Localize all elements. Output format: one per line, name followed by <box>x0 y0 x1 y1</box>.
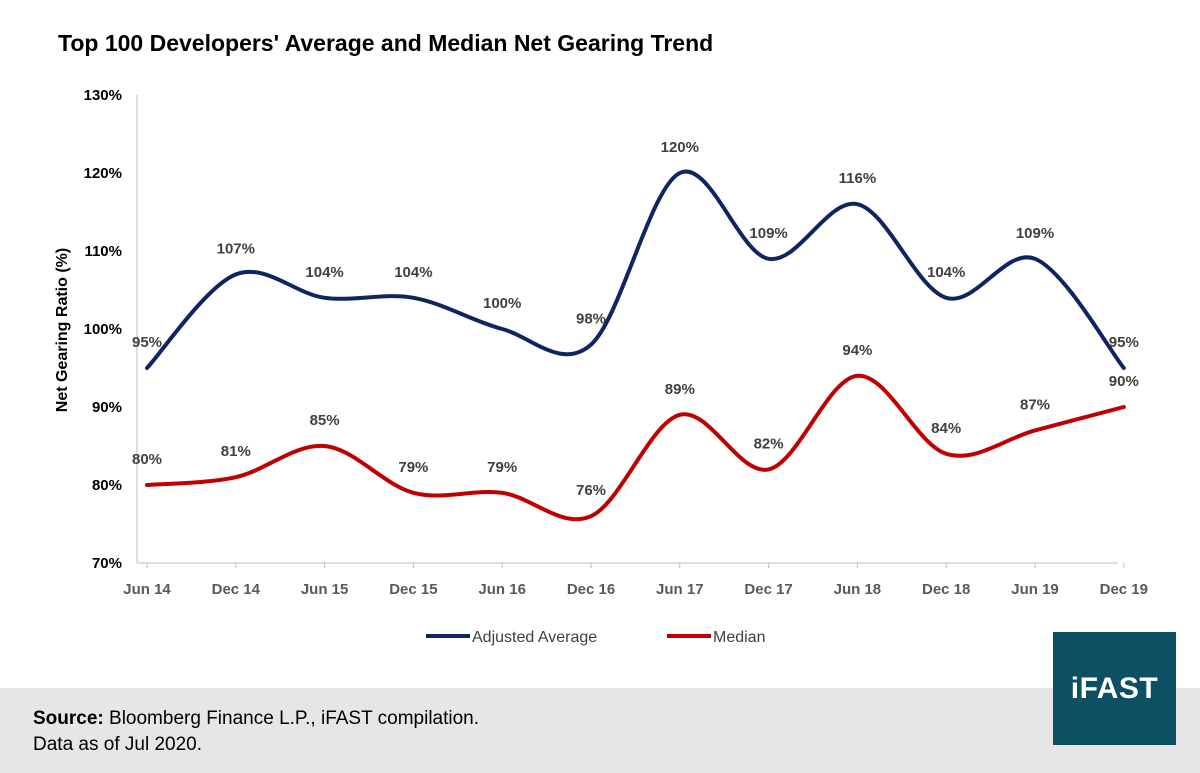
y-tick-label: 90% <box>92 399 122 416</box>
data-label: 94% <box>842 342 872 359</box>
legend: Adjusted Average Median <box>426 629 765 646</box>
data-label: 109% <box>1016 225 1054 242</box>
data-label: 79% <box>487 459 517 476</box>
data-label: 104% <box>394 264 432 281</box>
x-tick-label: Dec 19 <box>1100 581 1148 598</box>
x-tick-label: Jun 16 <box>478 581 526 598</box>
source-label: Source: <box>33 708 104 729</box>
y-tick-label: 120% <box>84 165 122 182</box>
x-tick-label: Dec 18 <box>922 581 970 598</box>
x-tick-label: Dec 17 <box>744 581 792 598</box>
x-tick-label: Jun 18 <box>834 581 882 598</box>
data-label: 81% <box>221 443 251 460</box>
data-label: 107% <box>217 240 255 257</box>
chart-title: Top 100 Developers' Average and Median N… <box>58 30 714 56</box>
data-label: 80% <box>132 451 162 468</box>
x-tick-label: Jun 15 <box>301 581 349 598</box>
adjusted-average-line <box>145 169 1126 370</box>
x-tick-label: Jun 19 <box>1011 581 1059 598</box>
data-label: 84% <box>931 420 961 437</box>
data-label: 120% <box>661 139 699 156</box>
data-label: 116% <box>839 170 877 187</box>
chart-axes <box>136 95 1118 564</box>
y-tick-label: 110% <box>84 243 122 260</box>
ifast-logo: iFAST <box>1053 632 1176 745</box>
x-tick-label: Dec 16 <box>567 581 615 598</box>
line-chart: 70%80%90%100%110%120%130% Jun 14 Dec 14 Ju… <box>54 87 1148 646</box>
legend-label: Adjusted Average <box>472 629 597 646</box>
footer-bar <box>0 688 1200 773</box>
y-tick-label: 80% <box>92 477 122 494</box>
y-tick-label: 70% <box>92 555 122 572</box>
data-label: 98% <box>576 311 606 328</box>
data-as-of: Data as of Jul 2020. <box>33 734 202 755</box>
data-label: 76% <box>576 482 606 499</box>
data-label: 104% <box>305 264 343 281</box>
source-text: Bloomberg Finance L.P., iFAST compilatio… <box>103 708 480 729</box>
data-label: 87% <box>1020 396 1050 413</box>
data-label: 95% <box>132 334 162 351</box>
median-line <box>145 373 1126 522</box>
x-axis-ticks: Jun 14 Dec 14 Jun 15 Dec 15 Jun 16 Dec 16 Jun … <box>123 563 1148 598</box>
data-label: 82% <box>754 435 784 452</box>
data-label: 79% <box>398 459 428 476</box>
source-note: Source: Bloomberg Finance L.P., iFAST co… <box>33 706 479 758</box>
series-lines <box>145 169 1126 522</box>
x-tick-label: Jun 17 <box>656 581 704 598</box>
data-label: 104% <box>927 264 965 281</box>
x-tick-label: Dec 14 <box>212 581 261 598</box>
data-label: 89% <box>665 381 695 398</box>
data-label: 95% <box>1109 334 1139 351</box>
x-tick-label: Jun 14 <box>123 581 171 598</box>
y-axis-label: Net Gearing Ratio (%) <box>54 248 71 412</box>
y-tick-label: 100% <box>84 321 122 338</box>
y-tick-label: 130% <box>84 87 122 104</box>
x-tick-label: Dec 15 <box>389 581 437 598</box>
data-label: 85% <box>310 412 340 429</box>
data-label: 109% <box>749 225 787 242</box>
data-label: 100% <box>483 295 521 312</box>
legend-label: Median <box>713 629 765 646</box>
data-label: 90% <box>1109 373 1139 390</box>
y-axis-ticks: 70% 80% 90% 100% 110% 120% 130% <box>84 87 122 572</box>
data-labels: 95% 107% 104% 104% 100% 98% 120% 109% 116% 104% 10… <box>132 139 1139 499</box>
